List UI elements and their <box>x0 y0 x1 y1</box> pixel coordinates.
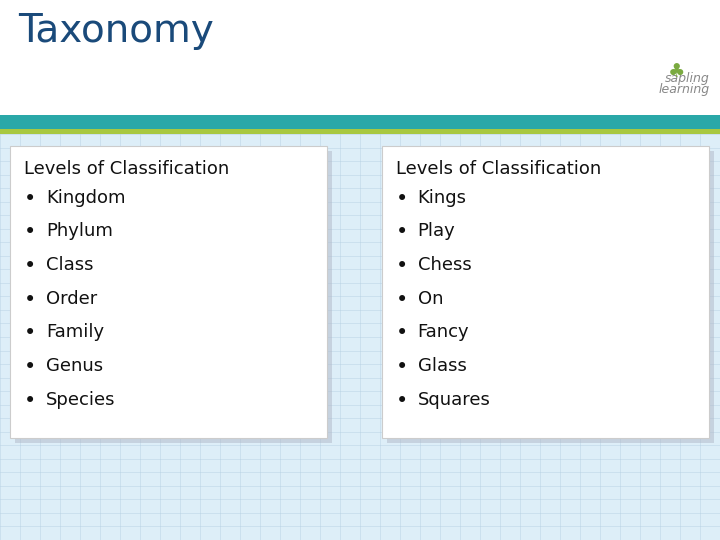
Text: ♣: ♣ <box>668 62 685 81</box>
Text: •: • <box>395 188 408 208</box>
Text: •: • <box>395 256 408 276</box>
Bar <box>387 151 714 443</box>
Text: Species: Species <box>46 391 116 409</box>
Text: •: • <box>395 323 408 343</box>
Text: •: • <box>24 391 36 411</box>
Bar <box>0 129 720 134</box>
Text: On: On <box>418 289 443 308</box>
Bar <box>0 134 720 540</box>
Text: •: • <box>24 222 36 242</box>
Text: •: • <box>24 323 36 343</box>
Text: Class: Class <box>46 256 94 274</box>
Text: •: • <box>395 289 408 309</box>
Text: Taxonomy: Taxonomy <box>18 12 214 50</box>
Text: Fancy: Fancy <box>418 323 469 341</box>
Text: Genus: Genus <box>46 357 103 375</box>
Bar <box>15 151 332 443</box>
Text: •: • <box>395 357 408 377</box>
Bar <box>10 146 327 438</box>
Text: •: • <box>24 357 36 377</box>
Text: Kings: Kings <box>418 188 467 207</box>
Text: Family: Family <box>46 323 104 341</box>
Text: •: • <box>24 256 36 276</box>
Text: Play: Play <box>418 222 455 240</box>
Text: Phylum: Phylum <box>46 222 113 240</box>
Text: Glass: Glass <box>418 357 467 375</box>
Text: Kingdom: Kingdom <box>46 188 125 207</box>
Text: learning: learning <box>659 83 710 96</box>
Text: •: • <box>395 391 408 411</box>
Text: Levels of Classification: Levels of Classification <box>395 160 601 178</box>
Text: Levels of Classification: Levels of Classification <box>24 160 230 178</box>
Text: Chess: Chess <box>418 256 472 274</box>
Text: Order: Order <box>46 289 97 308</box>
Text: •: • <box>395 222 408 242</box>
Text: •: • <box>24 188 36 208</box>
Text: Squares: Squares <box>418 391 490 409</box>
Bar <box>0 115 720 129</box>
Bar <box>382 146 709 438</box>
Bar <box>0 0 720 115</box>
Text: sapling: sapling <box>665 72 710 85</box>
Text: •: • <box>24 289 36 309</box>
